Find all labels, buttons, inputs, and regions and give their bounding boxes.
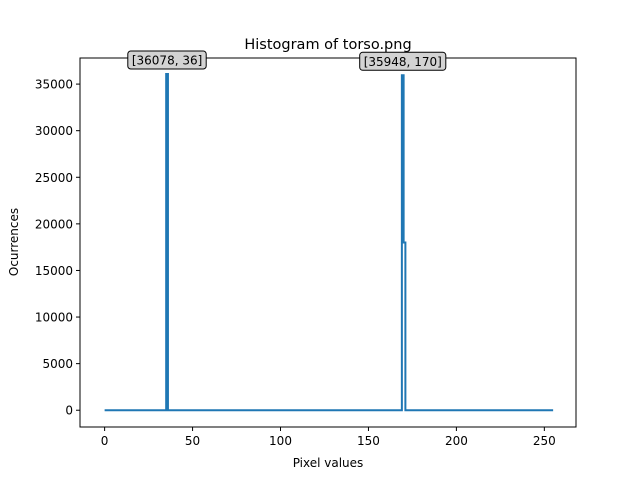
y-tick-label: 25000 [35,171,73,185]
plot-frame [79,57,577,428]
x-tick-label: 50 [185,434,200,448]
y-tick-label: 0 [65,404,73,418]
plot-area [79,57,577,428]
x-axis-ticks: 0 50 100 150 200 250 [101,427,556,448]
y-tick-label: 10000 [35,311,73,325]
y-axis-ticks: 0 5000 10000 15000 20000 25000 30000 35000 [35,78,80,418]
x-axis-label: Pixel values [293,456,364,470]
y-tick-label: 35000 [35,78,73,92]
y-tick-label: 20000 [35,217,73,231]
annotation-box [127,50,207,70]
y-tick-label: 15000 [35,264,73,278]
x-tick-label: 250 [533,434,556,448]
annotation: [35948, 170] [359,51,447,71]
x-tick-label: 150 [357,434,380,448]
annotation-label: [36078, 36] [132,54,202,68]
series-line-0 [104,73,554,412]
annotation-label: [35948, 170] [364,55,442,69]
y-tick-label: 30000 [35,124,73,138]
annotation: [36078, 36] [127,50,207,70]
x-tick-label: 0 [101,434,109,448]
y-axis-label: Ocurrences [7,208,21,276]
x-tick-label: 100 [269,434,292,448]
chart-title: Histogram of torso.png [244,37,411,53]
x-tick-label: 200 [445,434,468,448]
annotation-box [359,51,447,71]
y-tick-label: 5000 [42,357,73,371]
plot-background [80,58,576,427]
annotations: [36078, 36] [35948, 170] [127,50,447,71]
